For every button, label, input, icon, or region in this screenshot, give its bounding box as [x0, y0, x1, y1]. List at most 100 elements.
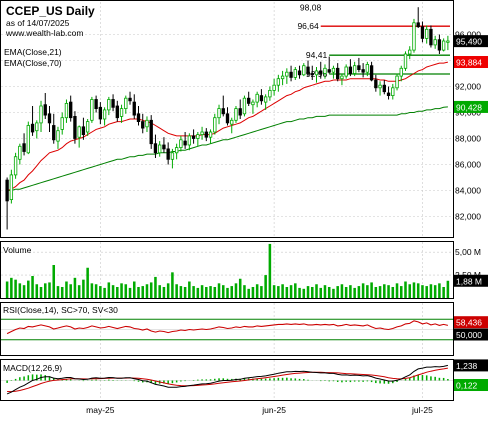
volume-bar	[18, 283, 22, 298]
candle-body	[47, 113, 52, 124]
volume-title: Volume	[3, 245, 32, 255]
candle-body	[437, 39, 442, 51]
candle-body	[255, 93, 259, 103]
volume-bar	[404, 281, 407, 298]
candle-body	[230, 119, 234, 125]
volume-bar	[192, 286, 195, 298]
rsi-line	[6, 320, 449, 335]
volume-bar	[48, 282, 51, 298]
candle-body	[141, 121, 145, 129]
candle-body	[183, 140, 187, 146]
chart-website: www.wealth-lab.com	[5, 28, 83, 38]
volume-bar	[370, 282, 373, 298]
chart-title: CCEP_US Daily	[6, 4, 95, 18]
volume-bar	[90, 283, 94, 298]
volume-bar	[60, 287, 64, 298]
candle-body	[357, 65, 361, 70]
macd-hist-badge-bg	[454, 379, 488, 392]
candle-body	[336, 67, 340, 80]
volume-bar	[188, 281, 191, 298]
candle-body	[30, 123, 35, 133]
volume-bar	[65, 281, 68, 298]
ema21-badge: 93,884	[456, 58, 482, 68]
candle-body	[13, 156, 18, 176]
macd-badge-bg	[454, 359, 488, 372]
volume-bar	[387, 285, 390, 298]
volume-bar	[10, 277, 13, 298]
candle-body	[124, 97, 128, 109]
candle-body	[441, 40, 446, 51]
candle-body	[191, 135, 196, 139]
ema70-badge-bg	[454, 100, 488, 113]
volume-badge-bg	[454, 274, 488, 287]
candle-body	[433, 39, 437, 46]
candle-body	[77, 126, 81, 138]
candle-body	[323, 67, 327, 74]
candle-body	[289, 71, 293, 78]
price-badge-bg	[454, 35, 488, 48]
volume-bar	[260, 286, 263, 298]
volume-bar	[145, 284, 149, 298]
volume-bar	[22, 285, 26, 298]
x-tick-label: may-25	[86, 405, 115, 415]
candle-body	[208, 131, 213, 138]
candle-body	[43, 104, 47, 116]
candle-body	[344, 66, 348, 77]
candle-body	[408, 49, 412, 55]
candle-body	[115, 105, 119, 119]
candle-body	[64, 103, 69, 119]
volume-bar	[149, 282, 153, 298]
candle-body	[259, 95, 264, 102]
price-level-label: 94,41	[306, 50, 328, 60]
price-tick-label: 82,000	[455, 212, 481, 222]
volume-bar	[344, 287, 348, 298]
candle-body	[52, 125, 56, 141]
volume-bar	[132, 281, 136, 298]
candle-body	[251, 101, 255, 106]
macd-hist-badge: 0,122	[456, 381, 478, 391]
candle-body	[331, 67, 336, 73]
volume-bar	[69, 284, 72, 298]
candle-body	[382, 84, 386, 93]
candle-body	[94, 99, 98, 110]
volume-bar	[310, 287, 314, 298]
volume-bar	[73, 277, 77, 298]
volume-bar	[264, 275, 267, 298]
candle-body	[18, 145, 22, 160]
ema21-line	[6, 61, 449, 191]
volume-bar	[234, 283, 238, 298]
candle-body	[200, 131, 204, 135]
volume-bar	[77, 285, 81, 298]
volume-badge: 1,88 M	[456, 276, 482, 286]
volume-bar	[374, 287, 378, 298]
volume-bar	[141, 286, 145, 298]
volume-bar	[340, 284, 344, 298]
volume-bar	[82, 279, 85, 298]
candle-body	[293, 69, 297, 78]
candle-body	[340, 75, 344, 80]
volume-bar	[446, 280, 450, 298]
volume-bar	[294, 283, 297, 298]
candle-body	[314, 70, 319, 76]
candle-body	[56, 130, 60, 142]
volume-bar	[166, 283, 170, 298]
volume-bar	[408, 284, 412, 298]
volume-bar	[120, 283, 123, 298]
candle-body	[268, 90, 272, 98]
candle-body	[60, 117, 64, 130]
volume-bar	[255, 284, 259, 298]
volume-bar	[43, 283, 47, 298]
volume-bar	[247, 288, 250, 298]
price-badge: 95,490	[456, 37, 482, 47]
volume-bar	[412, 282, 416, 298]
volume-bar	[238, 278, 242, 298]
candle-body	[403, 53, 408, 69]
volume-bar	[5, 281, 9, 298]
candle-body	[234, 108, 238, 121]
rsi-mid-badge-bg	[454, 328, 488, 341]
volume-bar	[52, 265, 56, 298]
candle-body	[276, 78, 281, 86]
rsi-mid-badge: 50,000	[456, 330, 482, 340]
chart-subtitle: as of 14/07/2025	[6, 18, 70, 28]
candle-body	[386, 92, 391, 96]
